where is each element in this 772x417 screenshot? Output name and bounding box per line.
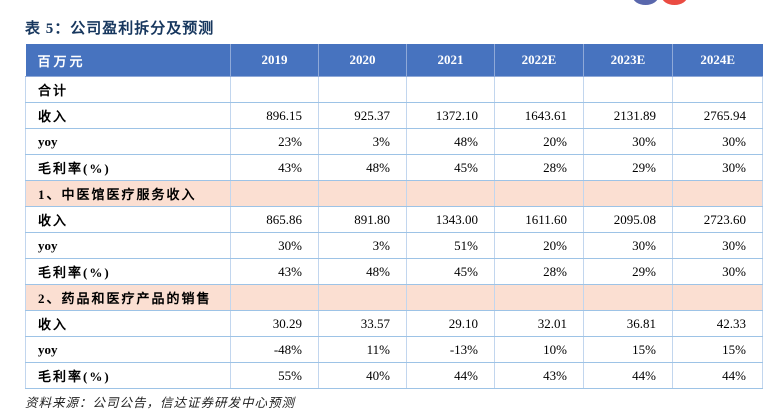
table-header-row: 百万元 2019 2020 2021 2022E 2023E 2024E — [25, 44, 763, 77]
source-note: 资料来源：公司公告，信达证券研发中心预测 — [25, 396, 296, 410]
cell: 29% — [583, 154, 673, 181]
year-header-2024e: 2024E — [672, 44, 763, 77]
cell: 11% — [318, 336, 407, 363]
cell: 30% — [583, 232, 673, 259]
cell: 20% — [494, 232, 584, 259]
cell: 3% — [318, 128, 407, 155]
cell: 40% — [318, 362, 407, 389]
cell: 1611.60 — [494, 206, 584, 233]
row-label: 毛利率(%) — [25, 154, 231, 181]
section-title-row-clinic: 1、中医馆医疗服务收入 — [25, 180, 763, 207]
cell: 28% — [494, 258, 584, 285]
cell: 42.33 — [672, 310, 763, 337]
row-label: 毛利率(%) — [25, 258, 231, 285]
unit-header-cell: 百万元 — [25, 44, 231, 77]
cell: 44% — [583, 362, 673, 389]
table-row-total-yoy: yoy 23% 3% 48% 20% 30% 30% — [25, 128, 763, 155]
row-label: yoy — [25, 336, 231, 363]
row-label: 收入 — [25, 206, 231, 233]
table-row-pharma-revenue: 收入 30.29 33.57 29.10 32.01 36.81 42.33 — [25, 310, 763, 337]
cell: 15% — [672, 336, 763, 363]
table-row-pharma-yoy: yoy -48% 11% -13% 10% 15% 15% — [25, 336, 763, 363]
cell: 23% — [230, 128, 319, 155]
profit-forecast-table: 百万元 2019 2020 2021 2022E 2023E 2024E 合计 … — [25, 44, 763, 389]
logo-red-arc-icon — [661, 0, 688, 5]
row-label: yoy — [25, 128, 231, 155]
cell: 55% — [230, 362, 319, 389]
cell: 30% — [583, 128, 673, 155]
cell: 29% — [583, 258, 673, 285]
year-header-2023e: 2023E — [583, 44, 673, 77]
row-label: yoy — [25, 232, 231, 259]
section-title: 1、中医馆医疗服务收入 — [25, 180, 231, 207]
cell: 2723.60 — [672, 206, 763, 233]
row-label: 收入 — [25, 102, 231, 129]
cell: 925.37 — [318, 102, 407, 129]
cell: 33.57 — [318, 310, 407, 337]
year-header-2020: 2020 — [318, 44, 407, 77]
logo-blue-arc-icon — [632, 0, 659, 5]
table-row-clinic-revenue: 收入 865.86 891.80 1343.00 1611.60 2095.08… — [25, 206, 763, 233]
year-header-2019: 2019 — [230, 44, 319, 77]
section-title: 合计 — [25, 76, 231, 103]
cell: 44% — [672, 362, 763, 389]
cell: 51% — [406, 232, 495, 259]
table-row-pharma-margin: 毛利率(%) 55% 40% 44% 43% 44% 44% — [25, 362, 763, 389]
cell: 15% — [583, 336, 673, 363]
cell: 2131.89 — [583, 102, 673, 129]
cell: -48% — [230, 336, 319, 363]
cell: 44% — [406, 362, 495, 389]
cell: 1643.61 — [494, 102, 584, 129]
cell: 28% — [494, 154, 584, 181]
cell: 1343.00 — [406, 206, 495, 233]
table-row-clinic-margin: 毛利率(%) 43% 48% 45% 28% 29% 30% — [25, 258, 763, 285]
cell: 2765.94 — [672, 102, 763, 129]
cell: 48% — [318, 154, 407, 181]
year-header-2021: 2021 — [406, 44, 495, 77]
section-title-row-total: 合计 — [25, 76, 763, 103]
cell: 30% — [672, 232, 763, 259]
cell: 10% — [494, 336, 584, 363]
cell: 2095.08 — [583, 206, 673, 233]
cell: 30% — [672, 128, 763, 155]
cell: -13% — [406, 336, 495, 363]
row-label: 收入 — [25, 310, 231, 337]
table-row-clinic-yoy: yoy 30% 3% 51% 20% 30% 30% — [25, 232, 763, 259]
section-title-row-pharma: 2、药品和医疗产品的销售 — [25, 284, 763, 311]
year-header-2022e: 2022E — [494, 44, 584, 77]
table-row-total-margin: 毛利率(%) 43% 48% 45% 28% 29% 30% — [25, 154, 763, 181]
cell: 865.86 — [230, 206, 319, 233]
row-label: 毛利率(%) — [25, 362, 231, 389]
section-title: 2、药品和医疗产品的销售 — [25, 284, 231, 311]
publisher-logo-fragment — [632, 0, 692, 5]
cell: 30% — [672, 258, 763, 285]
cell: 45% — [406, 258, 495, 285]
cell: 3% — [318, 232, 407, 259]
cell: 29.10 — [406, 310, 495, 337]
cell: 48% — [406, 128, 495, 155]
cell: 32.01 — [494, 310, 584, 337]
table-row-total-revenue: 收入 896.15 925.37 1372.10 1643.61 2131.89… — [25, 102, 763, 129]
cell: 30% — [230, 232, 319, 259]
cell: 48% — [318, 258, 407, 285]
cell: 896.15 — [230, 102, 319, 129]
cell: 43% — [494, 362, 584, 389]
cell: 30.29 — [230, 310, 319, 337]
cell: 36.81 — [583, 310, 673, 337]
cell: 43% — [230, 154, 319, 181]
cell: 1372.10 — [406, 102, 495, 129]
table-title: 表 5：公司盈利拆分及预测 — [25, 21, 215, 37]
cell: 20% — [494, 128, 584, 155]
cell: 30% — [672, 154, 763, 181]
cell: 891.80 — [318, 206, 407, 233]
cell: 45% — [406, 154, 495, 181]
cell: 43% — [230, 258, 319, 285]
